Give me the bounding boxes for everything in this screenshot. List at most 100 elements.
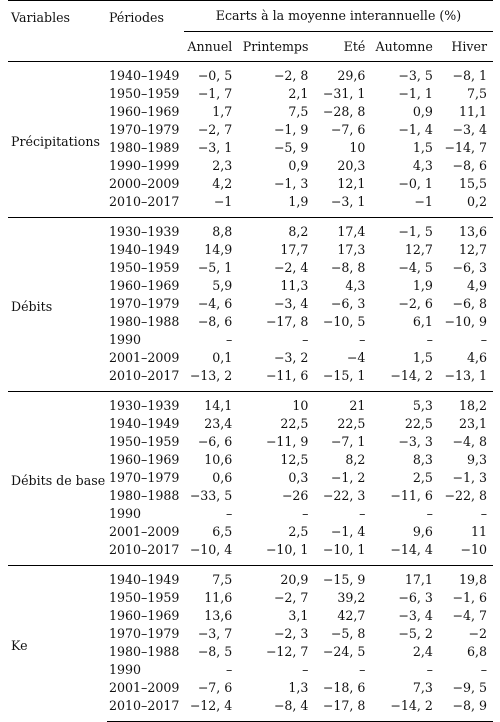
period-cell: 2010–2017 — [107, 697, 184, 722]
value-cell: 4,3 — [412, 158, 433, 173]
variable-name: Précipitations — [11, 134, 100, 149]
value-cell: −3, 5 — [398, 68, 433, 83]
value-cell: 7,5 — [184, 565, 239, 589]
value-cell: 17,1 — [371, 565, 439, 589]
table-row: 1970–1979 −4, 6 −3, 4 −6, 3 −2, 6 −6, 8 — [8, 295, 493, 313]
header-deviation-span: Ecarts à la moyenne interannuelle (%) — [184, 0, 493, 32]
table-row: 2001–2009 0,1 −3, 2 −4 1,5 4,6 — [8, 349, 493, 367]
value-cell: 7,5 — [466, 86, 487, 101]
period-cell: 1980–1988 — [109, 314, 180, 329]
period-cell: 1990 — [109, 332, 142, 347]
value-cell: 5,3 — [371, 391, 439, 415]
value-cell: – — [226, 662, 233, 677]
value-cell: −14, 4 — [390, 542, 433, 557]
period-cell: 1960–1969 — [109, 608, 180, 623]
value-cell: −4, 8 — [452, 434, 487, 449]
table-row: 1990–1999 2,3 0,9 20,3 4,3 −8, 6 — [8, 157, 493, 175]
value-cell: −8, 4 — [238, 697, 315, 722]
value-cell: −2, 3 — [273, 626, 309, 641]
value-cell: – — [426, 662, 433, 677]
table-group: Précipitations 1940–1949 −0, 5 −2, 8 29,6 −3,… — [8, 62, 493, 218]
value-cell: −3, 3 — [398, 434, 433, 449]
value-cell: −8, 6 — [452, 158, 487, 173]
period-cell: 1980–1988 — [109, 644, 180, 659]
period-cell: 1940–1949 — [109, 416, 180, 431]
period-cell: 1970–1979 — [109, 122, 180, 137]
table-group: Débits 1930–1939 8,8 8,2 17,4 −1, 5 13,6 1940–1… — [8, 217, 493, 392]
period-cell: 1970–1979 — [109, 626, 180, 641]
table-row: Précipitations 1940–1949 −0, 5 −2, 8 29,6 −3,… — [8, 62, 493, 149]
table-row: 1940–1949 23,4 22,5 22,5 22,5 23,1 — [8, 415, 493, 433]
value-cell: 0,1 — [212, 350, 233, 365]
header-season: Annuel — [187, 38, 233, 54]
table-row: 1980–1989 −3, 1 −5, 9 10 1,5 −14, 7 — [8, 139, 493, 157]
table-row: 1980–1988 −8, 6 −17, 8 −10, 5 6,1 −10, 9 — [8, 313, 493, 331]
value-cell: −3, 1 — [197, 140, 233, 155]
value-cell: −8, 1 — [452, 68, 487, 83]
table-header: Variables Périodes Ecarts à la moyenne i… — [8, 0, 493, 62]
value-cell: −10, 1 — [322, 542, 366, 557]
value-cell: 1,5 — [412, 350, 433, 365]
value-cell: −1, 4 — [398, 122, 433, 137]
value-cell: −15, 1 — [322, 368, 366, 383]
period-cell: 1950–1959 — [109, 86, 180, 101]
period-cell: 1990–1999 — [109, 158, 180, 173]
value-cell: −1, 9 — [273, 122, 309, 137]
value-cell: −5, 8 — [330, 626, 366, 641]
value-cell: −5, 9 — [273, 140, 309, 155]
value-cell: −11, 6 — [265, 368, 309, 383]
table-row: 1950–1959 11,6 −2, 7 39,2 −6, 3 −1, 6 — [8, 589, 493, 607]
value-cell: 22,5 — [404, 416, 433, 431]
value-cell: −3, 1 — [330, 194, 366, 209]
value-cell: 10,6 — [204, 452, 233, 467]
value-cell: −33, 5 — [189, 488, 233, 503]
table-row: 2010–2017 −1 1,9 −3, 1 −1 0,2 — [8, 193, 493, 218]
value-cell: −4, 7 — [452, 608, 487, 623]
period-cell: 1980–1988 — [109, 488, 180, 503]
value-cell: 21 — [314, 391, 372, 415]
value-cell: – — [302, 506, 309, 521]
value-cell: 11 — [470, 524, 487, 539]
value-cell: −22, 8 — [444, 488, 487, 503]
value-cell: 10 — [238, 391, 315, 415]
header-season: Hiver — [451, 38, 487, 54]
value-cell: −1 — [213, 194, 233, 209]
table-row: 1970–1979 0,6 0,3 −1, 2 2,5 −1, 3 — [8, 469, 493, 487]
value-cell: 22,5 — [337, 416, 366, 431]
value-cell: 15,5 — [458, 176, 487, 191]
value-cell: −13, 2 — [189, 368, 233, 383]
value-cell: −0, 1 — [398, 176, 433, 191]
value-cell: −4 — [346, 350, 366, 365]
value-cell: −2 — [468, 626, 487, 641]
value-cell: 1,9 — [412, 278, 433, 293]
variable-name: Ke — [8, 565, 107, 722]
value-cell: 4,2 — [212, 176, 233, 191]
value-cell: −8, 5 — [197, 644, 233, 659]
period-cell: 1970–1979 — [109, 296, 180, 311]
value-cell: −9, 5 — [452, 680, 487, 695]
value-cell: – — [359, 662, 366, 677]
value-cell: – — [480, 506, 487, 521]
period-cell: 2000–2009 — [109, 176, 180, 191]
value-cell: 4,3 — [345, 278, 366, 293]
value-cell: −8, 6 — [197, 314, 233, 329]
value-cell: – — [480, 662, 487, 677]
table-row: 1960–1969 5,9 11,3 4,3 1,9 4,9 — [8, 277, 493, 295]
table-group: Débits de base 1930–1939 14,1 10 21 5,3 18,2 19… — [8, 391, 493, 566]
value-cell: −28, 8 — [322, 104, 366, 119]
value-cell: 14,9 — [204, 242, 233, 257]
value-cell: 42,7 — [337, 608, 366, 623]
period-cell: 1950–1959 — [109, 434, 180, 449]
value-cell: 12,1 — [337, 176, 366, 191]
table-row: 1970–1979 −3, 7 −2, 3 −5, 8 −5, 2 −2 — [8, 625, 493, 643]
value-cell: 11,3 — [280, 278, 309, 293]
table-row: 1970–1979 −2, 7 −1, 9 −7, 6 −1, 4 −3, 4 — [8, 121, 493, 139]
period-cell: 1960–1969 — [109, 452, 180, 467]
page: Variables Périodes Ecarts à la moyenne i… — [8, 0, 493, 722]
value-cell: −14, 2 — [371, 697, 439, 722]
value-cell: −1, 2 — [330, 470, 366, 485]
value-cell: 6,5 — [212, 524, 233, 539]
table-row: 1960–1969 13,6 3,1 42,7 −3, 4 −4, 7 — [8, 607, 493, 625]
period-cell: 1940–1949 — [109, 242, 180, 257]
table-row: 1980–1988 −8, 5 −12, 7 −24, 5 2,4 6,8 — [8, 643, 493, 661]
